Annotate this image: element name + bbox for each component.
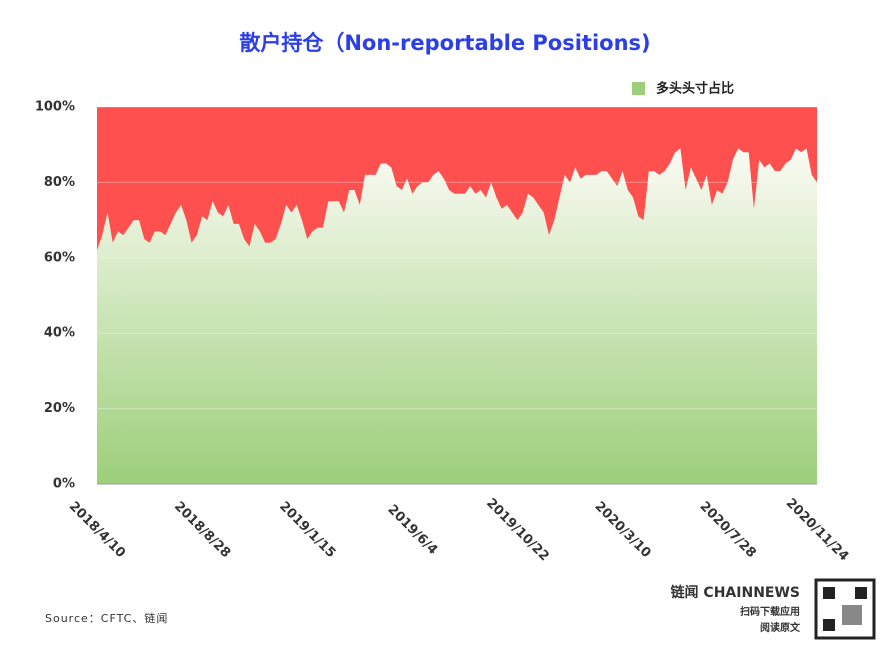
y-tick-label: 0% xyxy=(53,477,75,492)
qr-code xyxy=(823,587,835,599)
legend-swatch xyxy=(632,82,645,95)
x-tick-label: 2019/1/15 xyxy=(276,499,338,561)
y-tick-label: 100% xyxy=(35,100,75,115)
legend-label: 多头头寸占比 xyxy=(656,81,734,97)
y-tick-label: 80% xyxy=(44,175,75,190)
qr-code xyxy=(855,587,867,599)
qr-code xyxy=(842,605,862,625)
logo: 链闻 CHAINNEWS xyxy=(671,584,800,601)
x-tick-label: 2019/6/4 xyxy=(384,502,440,558)
qr-code xyxy=(823,619,835,631)
y-tick-label: 40% xyxy=(44,326,75,341)
x-tick-label: 2020/7/28 xyxy=(697,499,759,561)
source: Source：CFTC、链闻 xyxy=(45,611,168,625)
x-tick-label: 2018/4/10 xyxy=(66,499,128,561)
x-tick-label: 2020/11/24 xyxy=(783,496,851,564)
brand-line: 阅读原文 xyxy=(760,621,801,634)
area xyxy=(97,148,817,484)
brand-line: 扫码下载应用 xyxy=(740,605,800,618)
x-tick-label: 2020/3/10 xyxy=(591,499,653,561)
chart-title: 散户持仓（Non-reportable Positions) xyxy=(239,31,650,55)
y-tick-label: 60% xyxy=(44,250,75,265)
x-tick-label: 2019/10/22 xyxy=(483,496,551,564)
y-tick-label: 20% xyxy=(44,401,75,416)
x-tick-label: 2018/8/28 xyxy=(171,499,233,561)
